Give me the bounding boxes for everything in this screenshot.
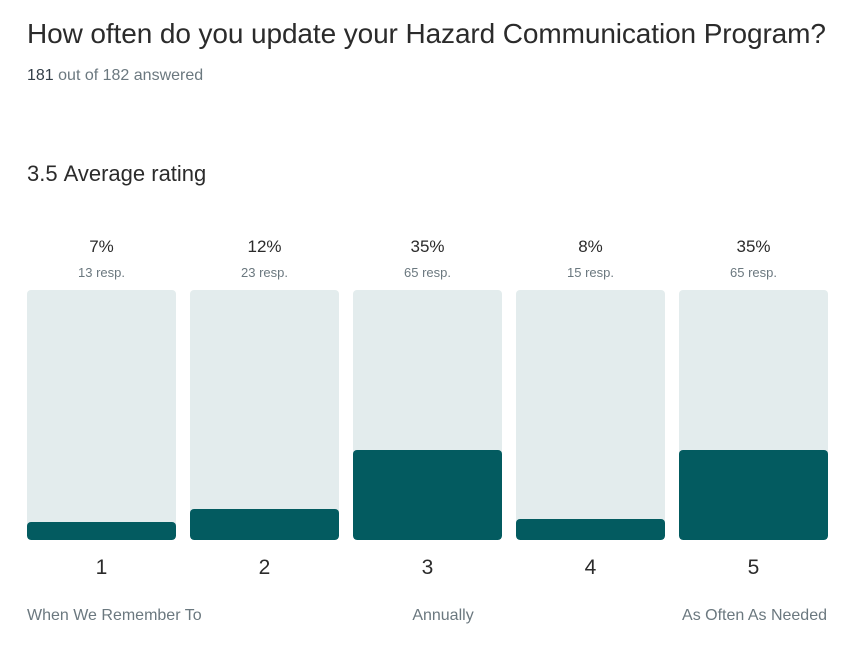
rating-tick-label: 2 bbox=[258, 556, 271, 579]
scale-label-low: When We Remember To bbox=[27, 607, 202, 624]
bar-fill bbox=[679, 450, 828, 540]
scale-label-mid: Annually bbox=[412, 607, 474, 624]
bar-response-count: 65 resp. bbox=[730, 265, 777, 280]
bar-percent-label: 12% bbox=[247, 237, 282, 256]
rating-tick-label: 3 bbox=[421, 556, 434, 579]
bar-percent-label: 35% bbox=[736, 237, 771, 256]
bar-track bbox=[27, 290, 176, 540]
answered-count: 181 bbox=[27, 67, 54, 84]
bar-percent-label: 35% bbox=[410, 237, 445, 256]
bar-response-count: 13 resp. bbox=[78, 265, 125, 280]
bar-track bbox=[516, 290, 665, 540]
question-title: How often do you update your Hazard Comm… bbox=[27, 18, 826, 49]
average-rating-label: Average rating bbox=[63, 161, 207, 186]
average-rating: 3.5 Average rating bbox=[27, 161, 206, 187]
average-rating-value: 3.5 bbox=[27, 161, 58, 186]
bar-response-count: 15 resp. bbox=[567, 265, 614, 280]
bar-fill bbox=[516, 519, 665, 540]
bar-track bbox=[353, 290, 502, 540]
answered-total-text: out of 182 answered bbox=[58, 67, 204, 84]
bar-fill bbox=[353, 450, 502, 540]
rating-tick-label: 1 bbox=[95, 556, 108, 579]
bar-track bbox=[190, 290, 339, 540]
rating-tick-label: 5 bbox=[747, 556, 760, 579]
rating-tick-label: 4 bbox=[584, 556, 597, 579]
bar-percent-label: 8% bbox=[578, 237, 603, 256]
bar-response-count: 65 resp. bbox=[404, 265, 451, 280]
answered-summary: 181 out of 182 answered bbox=[27, 67, 203, 85]
bar-percent-label: 7% bbox=[89, 237, 114, 256]
bar-response-count: 23 resp. bbox=[241, 265, 288, 280]
scale-label-high: As Often As Needed bbox=[682, 607, 827, 624]
bar-fill bbox=[27, 522, 176, 540]
bar-track bbox=[679, 290, 828, 540]
bar-fill bbox=[190, 509, 339, 540]
